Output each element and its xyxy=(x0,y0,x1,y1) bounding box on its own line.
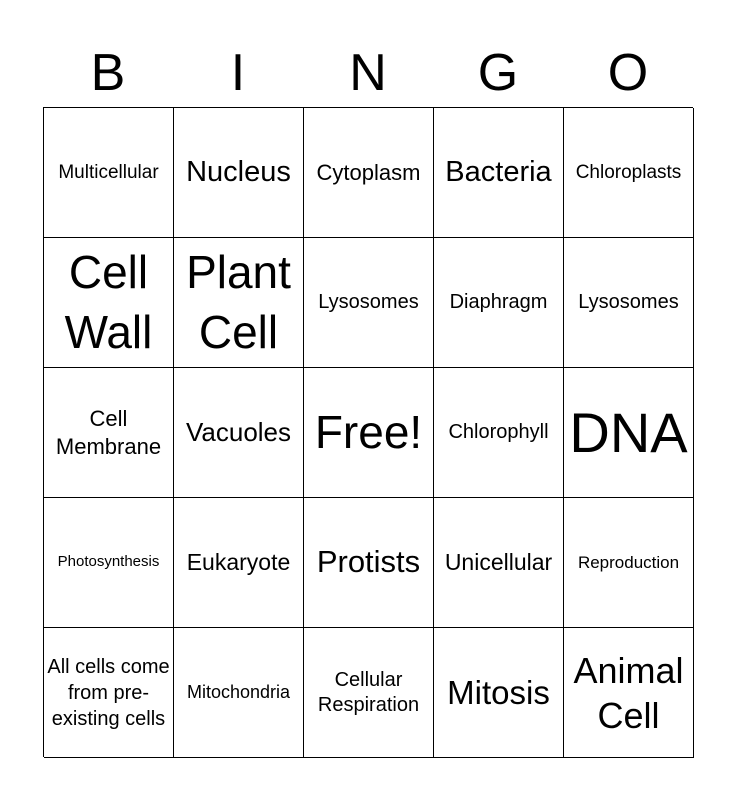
cell-text: Unicellular xyxy=(444,549,553,576)
bingo-cell[interactable]: Diaphragm xyxy=(434,238,564,368)
cell-text: Cell Wall xyxy=(64,245,153,358)
bingo-cell[interactable]: All cells come from pre-existing cells xyxy=(44,628,174,758)
bingo-grid: Multicellular Nucleus Cytoplasm Bacteria… xyxy=(43,107,694,758)
cell-text: Multicellular xyxy=(58,161,159,183)
cell-text: Photosynthesis xyxy=(57,553,160,571)
bingo-cell[interactable]: Photosynthesis xyxy=(44,498,174,628)
bingo-cell[interactable]: Lysosomes xyxy=(564,238,694,368)
cell-text: Plant Cell xyxy=(186,245,291,358)
bingo-cell[interactable]: Bacteria xyxy=(434,108,564,238)
bingo-cell[interactable]: Chlorophyll xyxy=(434,368,564,498)
cell-text: Mitochondria xyxy=(186,682,291,703)
cell-text: DNA xyxy=(569,400,688,464)
bingo-cell[interactable]: Multicellular xyxy=(44,108,174,238)
bingo-cell[interactable]: Cytoplasm xyxy=(304,108,434,238)
cell-text: Lysosomes xyxy=(318,291,419,313)
header-letter-o: O xyxy=(607,44,649,102)
bingo-cell[interactable]: Animal Cell xyxy=(564,628,694,758)
bingo-cell[interactable]: Nucleus xyxy=(174,108,304,238)
cell-text: Bacteria xyxy=(445,156,552,189)
bingo-cell[interactable]: Vacuoles xyxy=(174,368,304,498)
bingo-cell[interactable]: DNA xyxy=(564,368,694,498)
bingo-header: B I N G O xyxy=(43,40,693,106)
cell-text: All cells come from pre-existing cells xyxy=(47,655,170,730)
bingo-cell[interactable]: Plant Cell xyxy=(174,238,304,368)
cell-text: Lysosomes xyxy=(578,291,679,313)
header-letter-g: G xyxy=(477,44,519,102)
cell-text: Cell Membrane xyxy=(55,406,162,459)
cell-text: Animal Cell xyxy=(573,649,684,736)
bingo-cell[interactable]: Protists xyxy=(304,498,434,628)
bingo-cell[interactable]: Mitosis xyxy=(434,628,564,758)
bingo-cell[interactable]: Eukaryote xyxy=(174,498,304,628)
cell-text: Chloroplasts xyxy=(575,161,682,183)
bingo-cell[interactable]: Cellular Respiration xyxy=(304,628,434,758)
cell-text: Mitosis xyxy=(447,673,550,711)
bingo-cell[interactable]: Cell Wall xyxy=(44,238,174,368)
cell-text: Free! xyxy=(314,405,423,458)
header-letter-i: I xyxy=(230,44,246,102)
cell-text: Nucleus xyxy=(186,156,291,189)
bingo-cell[interactable]: Cell Membrane xyxy=(44,368,174,498)
cell-text: Vacuoles xyxy=(185,417,292,448)
cell-text: Eukaryote xyxy=(186,549,291,576)
cell-text: Protists xyxy=(316,544,421,580)
header-letter-b: B xyxy=(90,44,126,102)
cell-text: Diaphragm xyxy=(449,291,548,313)
cell-text: Cellular Respiration xyxy=(317,668,420,716)
free-space-cell[interactable]: Free! xyxy=(304,368,434,498)
bingo-cell[interactable]: Lysosomes xyxy=(304,238,434,368)
cell-text: Chlorophyll xyxy=(448,421,549,443)
header-letter-n: N xyxy=(349,44,387,102)
cell-text: Cytoplasm xyxy=(316,159,421,185)
bingo-cell[interactable]: Reproduction xyxy=(564,498,694,628)
bingo-cell[interactable]: Chloroplasts xyxy=(564,108,694,238)
bingo-cell[interactable]: Unicellular xyxy=(434,498,564,628)
cell-text: Reproduction xyxy=(577,552,680,572)
bingo-cell[interactable]: Mitochondria xyxy=(174,628,304,758)
